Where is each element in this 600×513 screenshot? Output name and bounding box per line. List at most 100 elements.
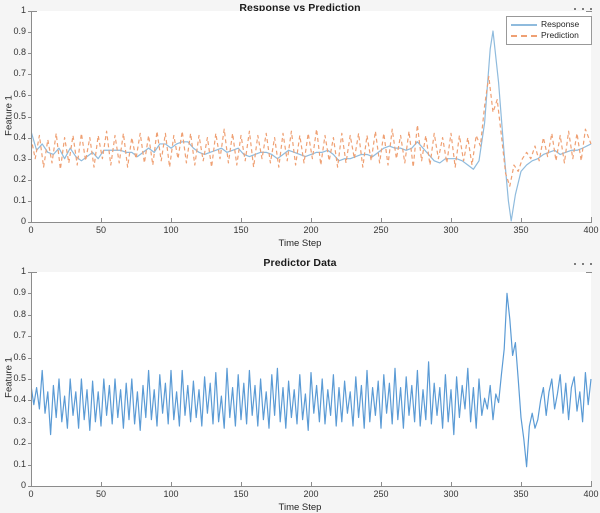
x-tick-label: 0 — [28, 225, 34, 235]
y-tick — [28, 443, 32, 444]
chart-legend[interactable]: Response Prediction — [506, 16, 592, 45]
y-tick-label: 0.5 — [13, 111, 26, 121]
x-tick-label: 300 — [443, 489, 459, 499]
x-tick — [451, 218, 452, 223]
x-tick — [521, 482, 522, 487]
chart-panel-predictor-data: Predictor Data Feature 1 Time Step 0 0.1 0… — [0, 255, 600, 513]
y-tick-label: 0.9 — [13, 26, 26, 36]
x-tick-label: 150 — [233, 489, 249, 499]
x-tick — [591, 218, 592, 223]
y-tick — [28, 138, 32, 139]
y-tick-label: 0.1 — [13, 195, 26, 205]
x-tick-label: 150 — [233, 225, 249, 235]
y-tick-label: 0.2 — [13, 174, 26, 184]
y-tick — [28, 32, 32, 33]
x-tick — [171, 218, 172, 223]
x-tick-label: 200 — [303, 225, 319, 235]
series-line-prediction — [32, 75, 592, 187]
y-tick — [28, 422, 32, 423]
y-tick-label: 1 — [20, 266, 26, 276]
legend-label: Response — [541, 19, 580, 29]
x-tick-label: 350 — [513, 225, 529, 235]
y-tick-label: 0.1 — [13, 459, 26, 469]
y-tick — [28, 74, 32, 75]
x-tick — [311, 218, 312, 223]
series-line-response — [32, 30, 592, 222]
y-tick — [28, 95, 32, 96]
legend-swatch-dashed-line-icon — [511, 34, 537, 37]
legend-swatch-solid-line-icon — [511, 23, 537, 26]
y-tick-label: 0.3 — [13, 416, 26, 426]
y-tick-label: 1 — [20, 5, 26, 15]
x-tick — [31, 218, 32, 223]
y-tick-label: 0.7 — [13, 68, 26, 78]
x-tick-label: 0 — [28, 489, 34, 499]
y-tick — [28, 465, 32, 466]
x-tick — [451, 482, 452, 487]
series-line-feature-1 — [32, 292, 592, 468]
x-tick-label: 300 — [443, 225, 459, 235]
y-tick — [28, 11, 32, 12]
ellipsis-icon[interactable] — [574, 3, 592, 15]
y-tick — [28, 315, 32, 316]
x-tick — [591, 482, 592, 487]
x-tick — [31, 482, 32, 487]
x-axis-title: Time Step — [278, 238, 322, 249]
x-tick-label: 250 — [373, 225, 389, 235]
y-tick — [28, 159, 32, 160]
y-tick-label: 0.5 — [13, 373, 26, 383]
y-tick-label: 0.2 — [13, 437, 26, 447]
x-tick-label: 350 — [513, 489, 529, 499]
y-tick-label: 0.4 — [13, 132, 26, 142]
x-axis-title: Time Step — [278, 502, 322, 513]
y-tick — [28, 272, 32, 273]
y-tick — [28, 336, 32, 337]
y-tick — [28, 400, 32, 401]
ellipsis-icon[interactable] — [574, 258, 592, 270]
y-tick — [28, 293, 32, 294]
y-tick-label: 0 — [20, 480, 26, 490]
legend-item-prediction[interactable]: Prediction — [511, 30, 587, 41]
y-tick-label: 0.4 — [13, 394, 26, 404]
plot-top-right-stub — [586, 272, 592, 273]
y-tick-label: 0.3 — [13, 153, 26, 163]
chart-panel-response-vs-prediction: Response vs Prediction Feature 1 Time St… — [0, 0, 600, 255]
y-tick-label: 0.6 — [13, 89, 26, 99]
x-tick — [241, 218, 242, 223]
y-tick-label: 0.9 — [13, 287, 26, 297]
y-tick-label: 0.7 — [13, 330, 26, 340]
x-tick — [101, 482, 102, 487]
y-tick — [28, 201, 32, 202]
y-tick — [28, 358, 32, 359]
plot-top-right-stub — [586, 11, 592, 12]
y-axis-top-stub — [31, 272, 37, 273]
x-tick — [171, 482, 172, 487]
x-tick — [521, 218, 522, 223]
y-tick — [28, 486, 32, 487]
x-tick-label: 250 — [373, 489, 389, 499]
x-tick — [381, 482, 382, 487]
x-tick-label: 200 — [303, 489, 319, 499]
y-tick — [28, 53, 32, 54]
y-tick — [28, 222, 32, 223]
x-tick — [381, 218, 382, 223]
y-axis-top-stub — [31, 11, 37, 12]
y-tick-label: 0.6 — [13, 352, 26, 362]
x-tick-label: 50 — [95, 489, 106, 499]
x-tick — [311, 482, 312, 487]
x-tick — [101, 218, 102, 223]
y-tick — [28, 180, 32, 181]
x-tick-label: 50 — [95, 225, 106, 235]
plot-area-response-vs-prediction — [31, 11, 591, 222]
x-tick — [241, 482, 242, 487]
chart-series-layer — [32, 292, 592, 468]
x-tick-label: 100 — [163, 489, 179, 499]
panel-title: Predictor Data — [263, 257, 337, 269]
x-tick-label: 100 — [163, 225, 179, 235]
x-tick-label: 400 — [583, 225, 599, 235]
legend-label: Prediction — [541, 30, 579, 40]
y-tick — [28, 379, 32, 380]
y-tick — [28, 117, 32, 118]
legend-item-response[interactable]: Response — [511, 19, 587, 30]
y-tick-label: 0.8 — [13, 309, 26, 319]
